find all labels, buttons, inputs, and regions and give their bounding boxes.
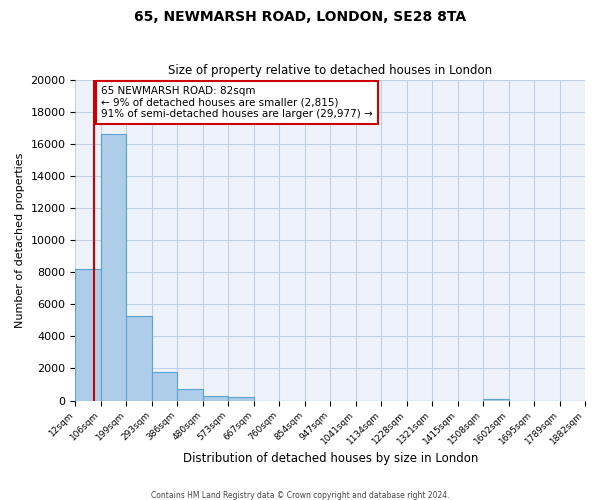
Bar [101,134,127,400]
X-axis label: Distribution of detached houses by size in London: Distribution of detached houses by size … [182,452,478,465]
Y-axis label: Number of detached properties: Number of detached properties [15,152,25,328]
Bar [228,398,254,400]
Bar [127,316,152,400]
Bar [178,390,203,400]
Text: Contains HM Land Registry data © Crown copyright and database right 2024.: Contains HM Land Registry data © Crown c… [151,490,449,500]
Text: 65, NEWMARSH ROAD, LONDON, SE28 8TA: 65, NEWMARSH ROAD, LONDON, SE28 8TA [134,10,466,24]
Bar [76,269,101,400]
Bar [483,399,509,400]
Bar [203,396,228,400]
Text: 65 NEWMARSH ROAD: 82sqm
← 9% of detached houses are smaller (2,815)
91% of semi-: 65 NEWMARSH ROAD: 82sqm ← 9% of detached… [101,86,373,119]
Title: Size of property relative to detached houses in London: Size of property relative to detached ho… [168,64,492,77]
Bar [152,372,178,400]
